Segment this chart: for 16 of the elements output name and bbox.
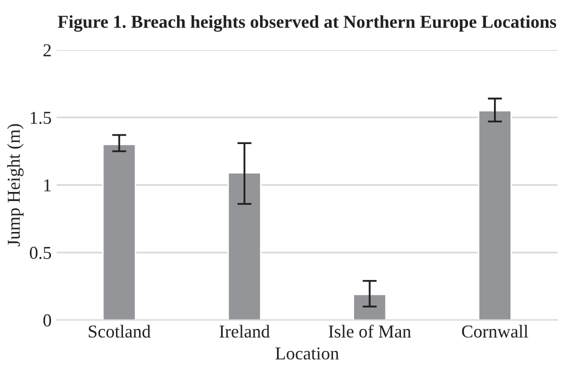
bar (227, 172, 262, 320)
x-tick-label: Isle of Man (328, 324, 412, 338)
y-tick-label: 0.5 (30, 246, 52, 260)
x-tick-label: Cornwall (462, 324, 528, 338)
y-axis-title: Jump Height (m) (7, 124, 24, 246)
bar (102, 144, 136, 320)
y-tick-label: 2 (44, 44, 51, 56)
y-tick-label: 1.5 (30, 112, 52, 124)
x-axis-title: Location (275, 347, 339, 360)
bar (352, 294, 387, 320)
y-tick-label: 0 (43, 314, 52, 326)
x-tick-label: Scotland (88, 324, 151, 338)
chart-title: Figure 1. Breach heights observed at Northern Europe Locations (58, 15, 556, 32)
x-tick-label: Ireland (220, 324, 270, 338)
y-tick-label: 1 (44, 179, 51, 192)
bar (478, 110, 512, 320)
